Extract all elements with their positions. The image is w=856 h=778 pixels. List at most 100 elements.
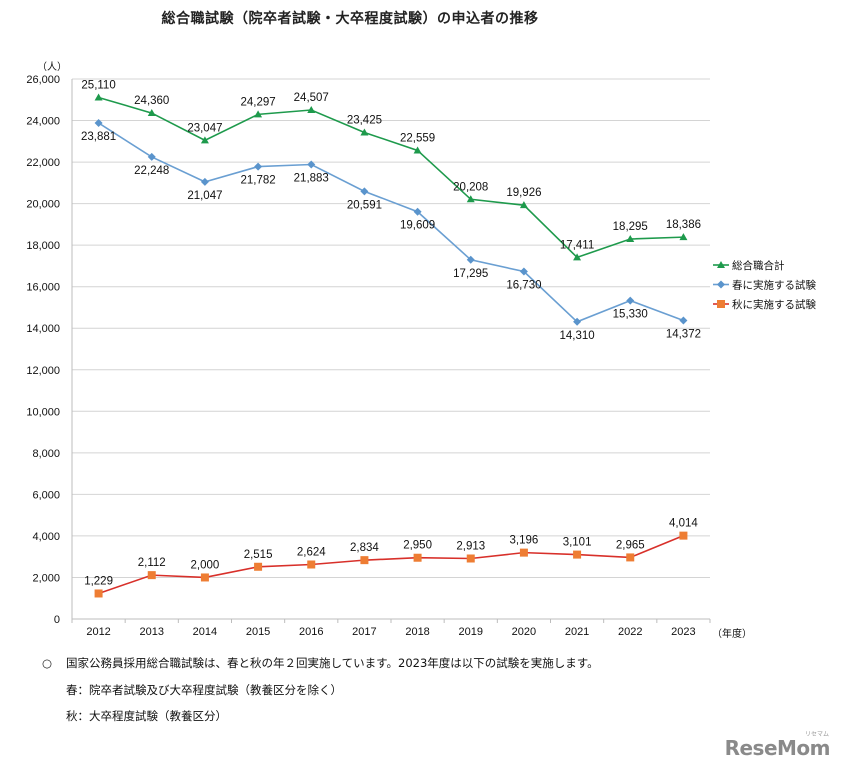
- y-axis-ticks: 0 2,000 4,000 6,000 8,000 10,000 12,000 14,000 1…: [26, 74, 60, 626]
- series-group: 25,110 24,360 23,047 24,297 24,507 23,425 22,5…: [81, 79, 701, 598]
- x-axis-unit-label: （年度）: [712, 627, 752, 640]
- legend-marker: [717, 300, 725, 308]
- data-label: 23,047: [187, 122, 222, 134]
- x-tick-label: 2013: [140, 626, 164, 638]
- data-label: 19,609: [400, 220, 435, 232]
- y-tick-label: 22,000: [26, 157, 60, 169]
- data-point: [573, 253, 582, 261]
- data-label: 21,782: [240, 175, 275, 187]
- y-tick-label: 4,000: [32, 531, 60, 543]
- data-point: [679, 233, 688, 241]
- data-point: [200, 177, 209, 186]
- logo-subtext: リセマム: [804, 731, 829, 738]
- data-point: [466, 554, 475, 563]
- data-label: 24,507: [294, 92, 329, 104]
- data-label: 18,386: [666, 219, 701, 231]
- data-label: 14,372: [666, 329, 701, 341]
- legend-marker: [717, 280, 725, 289]
- series-line: [98, 96, 684, 259]
- legend-marker: [717, 261, 725, 268]
- x-tick-label: 2020: [512, 626, 536, 638]
- data-label: 2,913: [456, 540, 485, 552]
- x-axis-ticks: 2012 2013 2014 2015 2016 2017 2018 2019 2020 2021…: [71, 619, 711, 638]
- data-point: [519, 267, 528, 276]
- data-point: [254, 110, 263, 118]
- legend-label: 総合職合計: [732, 259, 785, 272]
- y-tick-label: 0: [54, 614, 60, 626]
- legend-item: 春に実施する試験: [713, 279, 816, 292]
- data-label: 2,950: [403, 540, 432, 552]
- x-tick-label: 2014: [193, 626, 217, 638]
- x-tick-label: 2015: [246, 626, 270, 638]
- x-tick-label: 2019: [459, 626, 483, 638]
- y-axis-unit-label: （人）: [37, 61, 67, 73]
- data-label: 22,248: [134, 165, 169, 177]
- data-point: [413, 207, 422, 216]
- data-point: [200, 573, 209, 582]
- data-label: 3,101: [563, 537, 592, 549]
- data-label: 24,297: [240, 96, 275, 108]
- resemom-logo: ReseMom リセマム: [724, 731, 831, 760]
- y-tick-label: 14,000: [26, 323, 60, 335]
- x-tick-label: 2023: [671, 626, 695, 638]
- data-label: 2,000: [191, 559, 220, 571]
- data-point: [147, 109, 156, 117]
- data-point: [679, 316, 688, 325]
- x-tick-label: 2016: [299, 626, 323, 638]
- data-label: 21,883: [294, 173, 329, 185]
- y-tick-label: 8,000: [32, 448, 60, 460]
- y-tick-label: 18,000: [26, 240, 60, 252]
- data-label: 3,196: [510, 535, 539, 547]
- data-label: 25,110: [81, 79, 115, 91]
- note-bullet: ○: [42, 656, 53, 670]
- series-square: 1,229 2,112 2,000 2,515 2,624 2,834 2,950 2,913…: [84, 518, 698, 598]
- data-point: [519, 548, 528, 557]
- data-point: [254, 562, 263, 571]
- data-point: [626, 553, 635, 562]
- data-label: 16,730: [506, 280, 541, 292]
- data-label: 17,295: [453, 268, 488, 280]
- data-point: [94, 119, 103, 128]
- data-label: 23,881: [81, 131, 116, 143]
- series-line: [98, 122, 684, 323]
- logo-text: ReseMom: [724, 736, 831, 760]
- y-tick-label: 6,000: [32, 489, 60, 501]
- data-label: 15,330: [613, 309, 648, 321]
- data-point: [147, 571, 156, 580]
- data-point: [413, 146, 422, 154]
- y-tick-label: 24,000: [26, 116, 60, 128]
- data-point: [679, 531, 688, 540]
- data-label: 19,926: [506, 187, 541, 199]
- data-point: [626, 235, 635, 243]
- data-point: [626, 296, 635, 305]
- note-line-3: 秋：大卒程度試験（教養区分）: [66, 709, 227, 723]
- y-tick-label: 20,000: [26, 199, 60, 211]
- data-point: [147, 152, 156, 161]
- data-label: 2,834: [350, 542, 379, 554]
- data-label: 24,360: [134, 95, 169, 107]
- note-line-1: ○ 国家公務員採用総合職試験は、春と秋の年２回実施しています。2023年度は以下の…: [42, 655, 599, 671]
- data-label: 2,965: [616, 539, 645, 551]
- data-label: 20,208: [453, 181, 488, 193]
- data-point: [360, 556, 369, 565]
- y-tick-label: 16,000: [26, 282, 60, 294]
- data-label: 22,559: [400, 132, 435, 144]
- legend-label: 秋に実施する試験: [732, 298, 816, 311]
- data-point: [573, 317, 582, 326]
- y-tick-label: 10,000: [26, 406, 60, 418]
- chart-title: 総合職試験（院卒者試験・大卒程度試験）の申込者の推移: [161, 11, 539, 27]
- x-tick-label: 2017: [352, 626, 376, 638]
- data-label: 2,515: [244, 549, 273, 561]
- y-tick-label: 26,000: [26, 74, 60, 86]
- data-point: [307, 560, 316, 569]
- legend-label: 春に実施する試験: [732, 279, 816, 292]
- data-point: [94, 93, 103, 101]
- gridlines: [72, 78, 710, 578]
- series-line: [98, 534, 684, 595]
- note-line-2: 春：院卒者試験及び大卒程度試験（教養区分を除く）: [66, 683, 342, 697]
- data-label: 18,295: [613, 221, 648, 233]
- x-tick-label: 2018: [405, 626, 429, 638]
- data-label: 2,112: [138, 557, 166, 569]
- y-tick-label: 12,000: [26, 365, 60, 377]
